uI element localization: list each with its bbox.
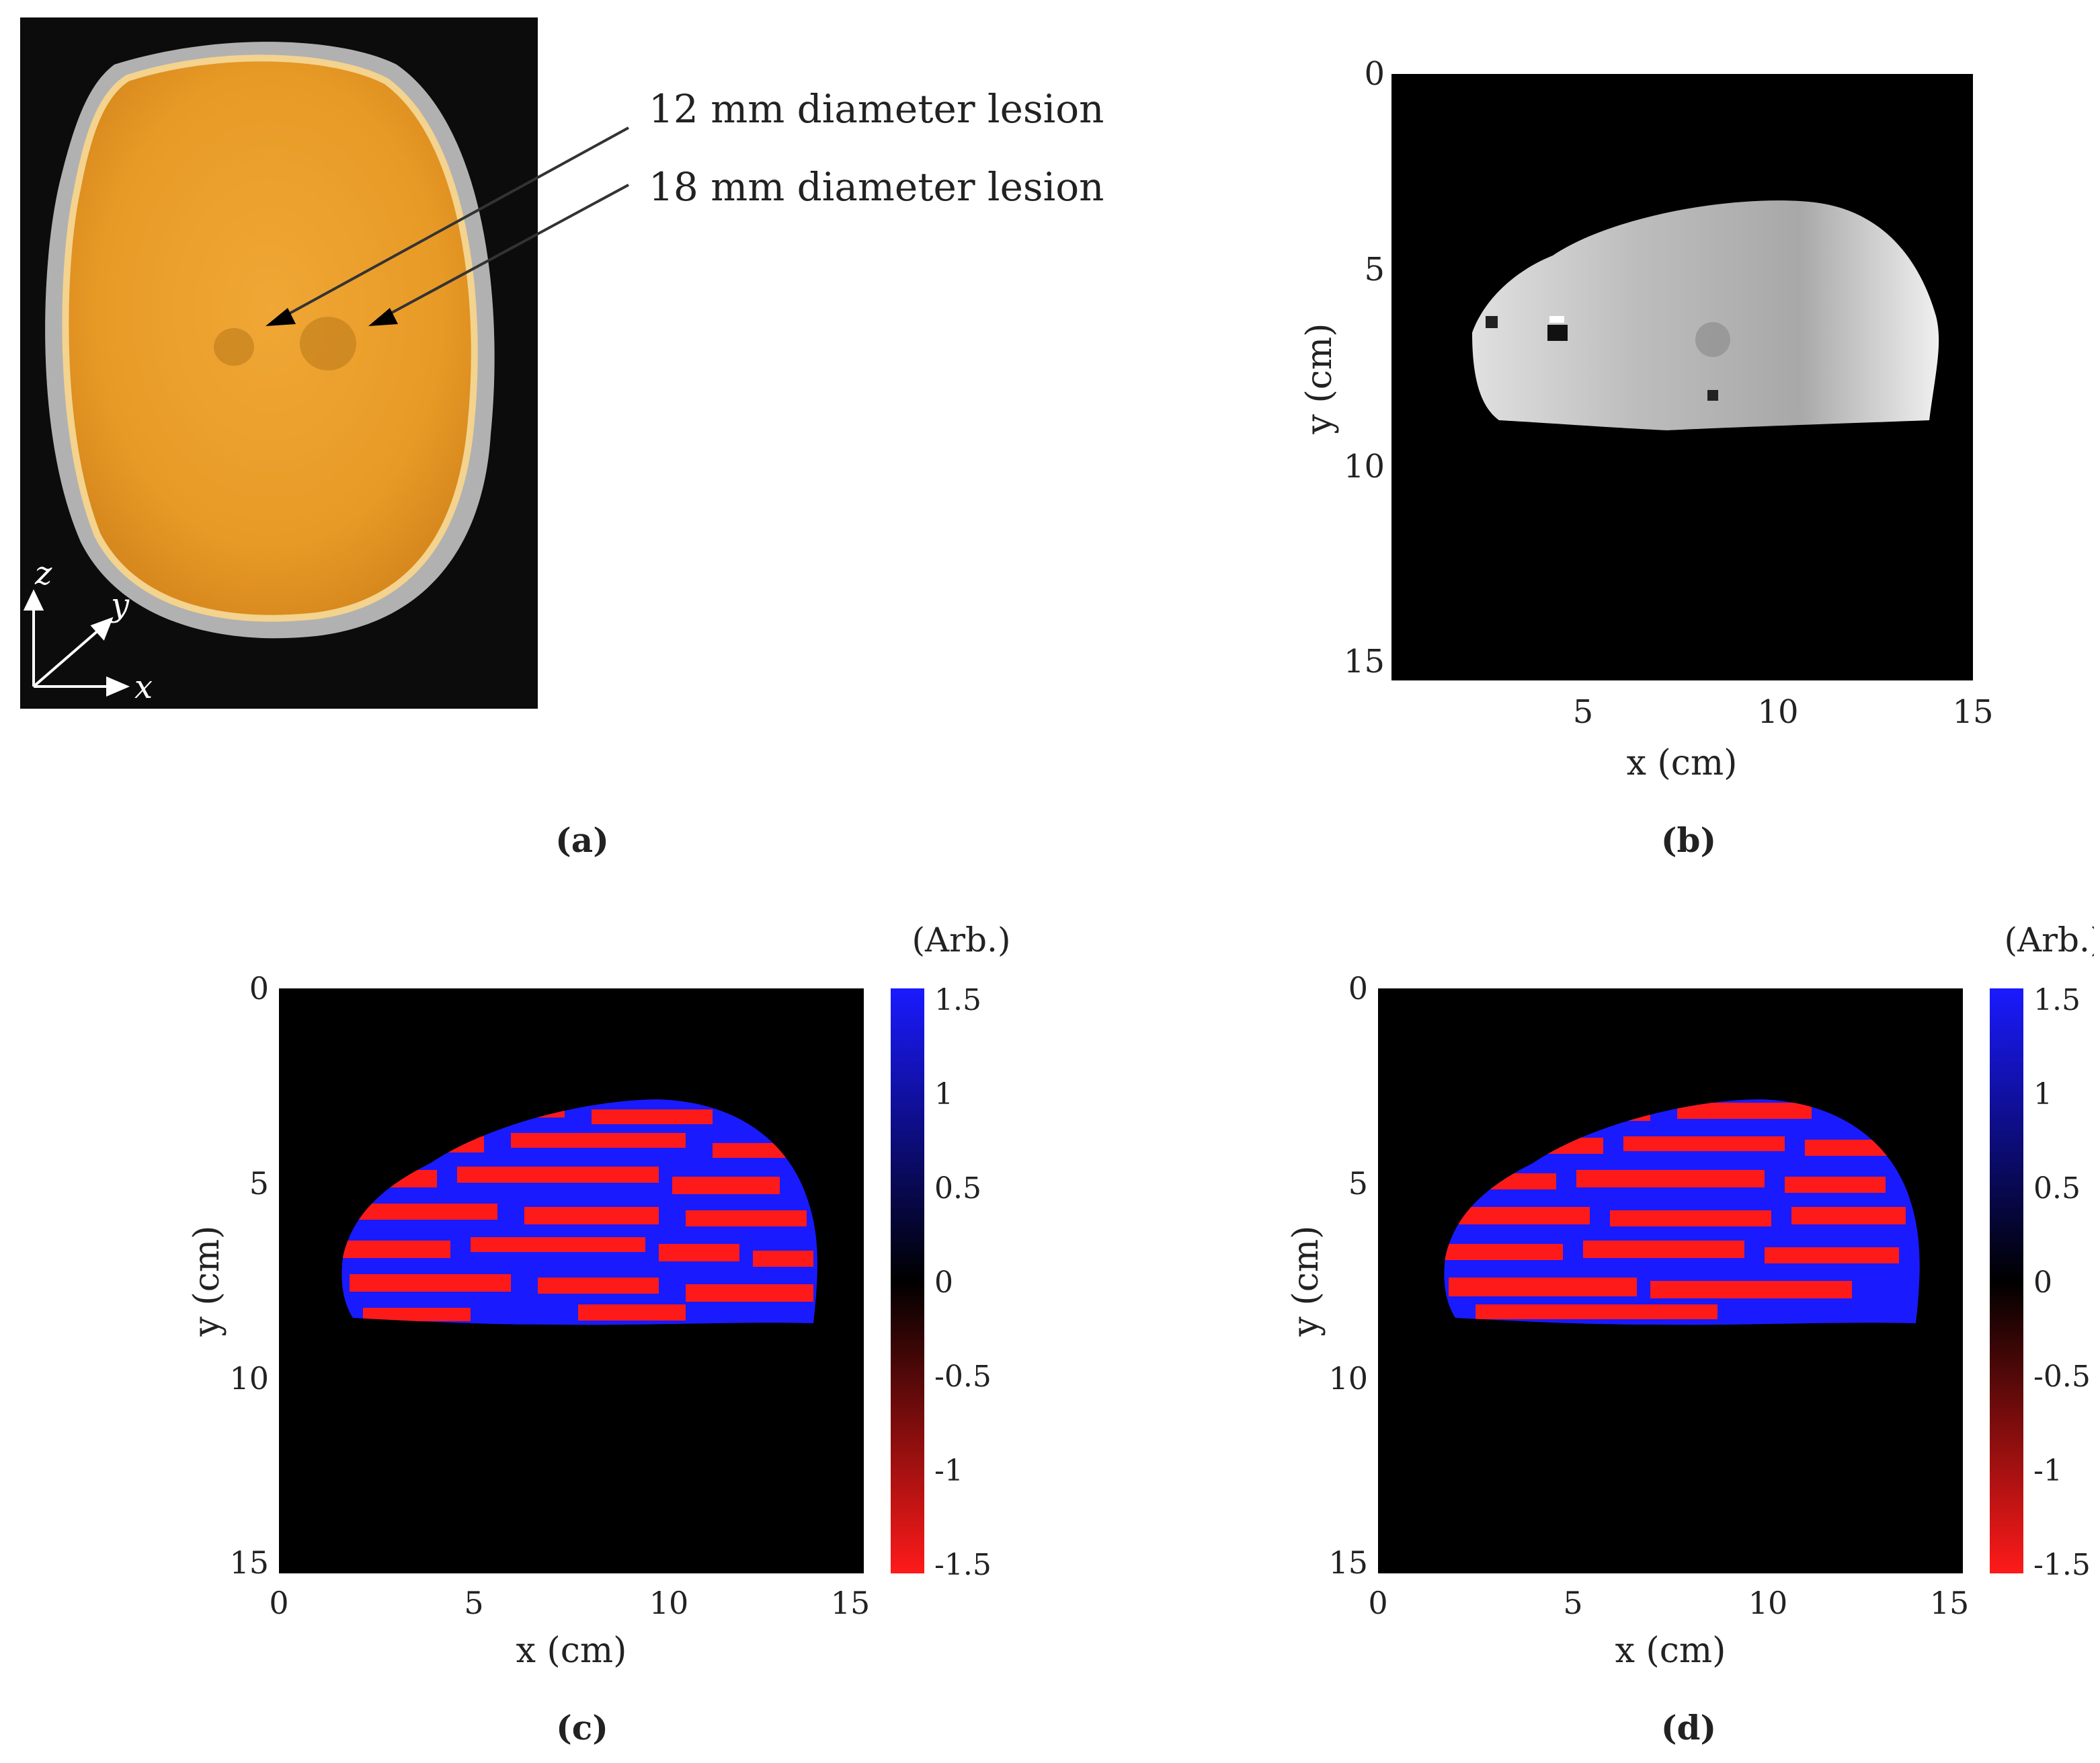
colorbar-unit: (Arb.) xyxy=(2005,920,2094,959)
phantom-photo: z y x xyxy=(20,17,538,709)
colorbar-tick: 0.5 xyxy=(2033,1171,2081,1206)
lesion-18mm xyxy=(300,317,356,370)
annotation-arrows xyxy=(266,126,629,326)
xtick: 5 xyxy=(1573,693,1594,731)
ytick: 5 xyxy=(249,1165,269,1202)
ytick: 15 xyxy=(1328,1544,1368,1581)
caption-b: (b) xyxy=(1660,820,1717,860)
axis-y-label: y xyxy=(110,586,130,624)
colorbar-tick: 1.5 xyxy=(934,983,981,1017)
xtick: 10 xyxy=(649,1585,689,1621)
colorbar-tick: 1 xyxy=(2033,1077,2052,1111)
panel-c-plot: 1.5 1 0.5 0 -0.5 -1 -1.5 (Arb.) 0 5 10 1… xyxy=(187,920,1011,1671)
xtick: 15 xyxy=(1952,693,1993,731)
mri-slice xyxy=(1472,200,1939,430)
colorbar-tick: 0 xyxy=(934,1265,953,1300)
colorbar-c xyxy=(891,988,924,1573)
x-axis-label: x (cm) xyxy=(1627,743,1738,783)
ytick: 15 xyxy=(229,1544,269,1581)
annotation-18mm: 18 mm diameter lesion xyxy=(649,164,1104,210)
colorbar-d xyxy=(1990,988,2023,1573)
ytick: 0 xyxy=(1348,970,1368,1007)
colorbar-tick: -0.5 xyxy=(934,1360,992,1394)
axes-triad xyxy=(23,589,130,697)
colorbar-tick: 0 xyxy=(2033,1265,2052,1300)
caption-a: (a) xyxy=(555,820,609,860)
ytick: 5 xyxy=(1364,251,1385,288)
ytick: 10 xyxy=(1328,1360,1368,1397)
colorbar-tick: -0.5 xyxy=(2033,1360,2091,1394)
ytick: 10 xyxy=(1344,448,1385,485)
x-axis-label: x (cm) xyxy=(1615,1631,1726,1671)
caption-d: (d) xyxy=(1660,1708,1717,1748)
axis-z-label: z xyxy=(34,555,52,592)
xtick: 0 xyxy=(269,1585,288,1621)
ytick: 5 xyxy=(1348,1165,1368,1202)
lesion-12mm xyxy=(214,328,254,366)
xtick: 5 xyxy=(464,1585,483,1621)
colorbar-tick: 1 xyxy=(934,1077,953,1111)
xtick: 10 xyxy=(1748,1585,1788,1621)
colorbar-tick: -1.5 xyxy=(2033,1548,2091,1582)
caption-c: (c) xyxy=(556,1708,608,1748)
colorbar-tick: 0.5 xyxy=(934,1171,981,1206)
colorbar-tick: 1.5 xyxy=(2033,983,2081,1017)
colorbar-unit: (Arb.) xyxy=(912,920,1011,959)
xtick: 0 xyxy=(1368,1585,1387,1621)
xtick: 15 xyxy=(1930,1585,1970,1621)
panel-d-plot: 1.5 1 0.5 0 -0.5 -1 -1.5 (Arb.) 0 5 10 1… xyxy=(1286,920,2094,1671)
ytick: 10 xyxy=(229,1360,269,1397)
ytick: 15 xyxy=(1344,643,1385,680)
annotation-12mm: 12 mm diameter lesion xyxy=(649,86,1104,132)
xtick: 10 xyxy=(1757,693,1798,731)
x-axis-label: x (cm) xyxy=(516,1631,627,1671)
colorbar-tick: -1 xyxy=(934,1454,963,1488)
xtick: 15 xyxy=(831,1585,871,1621)
xtick: 5 xyxy=(1563,1585,1582,1621)
colorbar-tick: -1 xyxy=(2033,1454,2062,1488)
y-axis-label: y (cm) xyxy=(1299,323,1340,435)
axis-x-label: x xyxy=(134,668,153,706)
y-axis-label: y (cm) xyxy=(187,1226,227,1337)
colorbar-tick: -1.5 xyxy=(934,1548,992,1582)
panel-b-plot: 0 5 10 15 5 10 15 x (cm) y (cm) xyxy=(1299,55,1994,783)
ytick: 0 xyxy=(1364,55,1385,93)
y-axis-label: y (cm) xyxy=(1286,1226,1326,1337)
ytick: 0 xyxy=(249,970,269,1007)
